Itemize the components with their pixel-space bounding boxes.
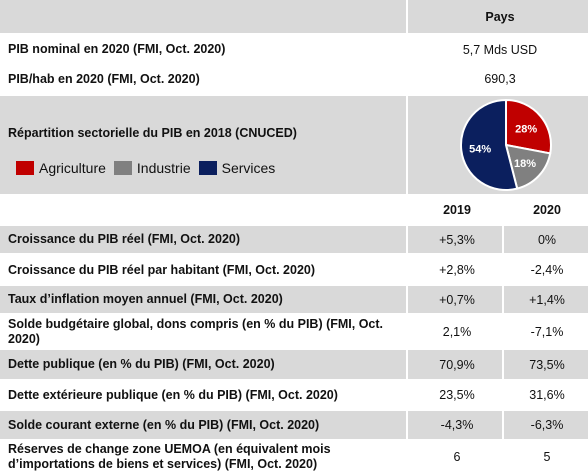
row-label: Croissance du PIB réel (FMI, Oct. 2020) <box>8 232 241 246</box>
pib-hab-value: 690,3 <box>484 72 516 86</box>
sectoral-row: Répartition sectorielle du PIB en 2018 (… <box>0 96 588 194</box>
legend-item-services: Services <box>198 160 276 176</box>
row-value-2019: +5,3% <box>439 232 475 247</box>
row-value-2020: -6,3% <box>530 418 564 432</box>
table-row: Solde courant externe (en % du PIB) (FMI… <box>0 411 588 439</box>
table-row: Croissance du PIB réel (FMI, Oct. 2020) … <box>0 226 588 253</box>
legend-swatch-services <box>198 161 217 175</box>
pie-label-services: 54% <box>469 143 491 155</box>
row-value-2019: -4,3% <box>440 418 474 432</box>
row-label: Solde courant externe (en % du PIB) (FMI… <box>8 417 320 432</box>
row-value-2019: 70,9% <box>439 357 475 372</box>
row-value-2019: +0,7% <box>439 292 475 307</box>
legend-label-industrie: Industrie <box>136 160 191 176</box>
table-row: Taux d’inflation moyen annuel (FMI, Oct.… <box>0 286 588 313</box>
year-2019-header: 2019 <box>443 203 471 217</box>
row-label: Solde budgétaire global, dons compris (e… <box>8 316 384 346</box>
row-label: Taux d’inflation moyen annuel (FMI, Oct.… <box>8 292 283 306</box>
row-value-2020: -2,4% <box>530 263 564 277</box>
row-value-2019: 2,1% <box>442 324 472 339</box>
pib-nominal-value: 5,7 Mds USD <box>462 42 538 57</box>
header-row: Pays <box>0 0 588 33</box>
pie-label-agriculture: 28% <box>515 123 537 135</box>
sectoral-title: Répartition sectorielle du PIB en 2018 (… <box>8 126 297 140</box>
pie-slice-industrie <box>504 143 552 190</box>
legend-label-agriculture: Agriculture <box>39 160 106 176</box>
row-label: Croissance du PIB réel par habitant (FMI… <box>8 262 316 277</box>
years-row: 2019 2020 <box>0 196 588 224</box>
table-row: Solde budgétaire global, dons compris (e… <box>0 313 588 350</box>
year-2020-header: 2020 <box>533 203 561 217</box>
row-value-2020: -7,1% <box>530 324 564 339</box>
legend-label-services: Services <box>221 160 276 176</box>
table-row: Croissance du PIB réel par habitant (FMI… <box>0 255 588 285</box>
row-value-2019: +2,8% <box>439 263 475 277</box>
row-value-2019: 6 <box>453 450 461 464</box>
sector-pie-chart: 28% 18% 54% <box>460 98 552 191</box>
row-value-2020: 0% <box>537 232 557 247</box>
pie-label-industrie: 18% <box>514 158 536 170</box>
table-row: Réserves de change zone UEMOA (en équiva… <box>0 439 588 475</box>
row-label: Dette extérieure publique (en % du PIB) … <box>8 387 338 402</box>
sectoral-legend: Agriculture Industrie Services <box>16 160 283 176</box>
row-value-2020: +1,4% <box>529 292 565 307</box>
row-value-2020: 31,6% <box>529 388 565 402</box>
pie-slice-agriculture <box>505 98 552 155</box>
country-column-header: Pays <box>485 9 515 24</box>
table-row: Dette publique (en % du PIB) (FMI, Oct. … <box>0 350 588 379</box>
row-label: Réserves de change zone UEMOA (en équiva… <box>8 442 331 471</box>
pib-nominal-row: PIB nominal en 2020 (FMI, Oct. 2020) 5,7… <box>0 35 588 64</box>
pie-slice-services <box>460 98 519 191</box>
pib-hab-row: PIB/hab en 2020 (FMI, Oct. 2020) 690,3 <box>0 64 588 94</box>
row-value-2020: 73,5% <box>529 357 565 372</box>
legend-swatch-agriculture <box>16 161 34 175</box>
legend-swatch-industrie <box>113 161 132 175</box>
legend-item-industrie: Industrie <box>113 160 191 176</box>
pib-nominal-label: PIB nominal en 2020 (FMI, Oct. 2020) <box>8 42 226 56</box>
row-value-2019: 23,5% <box>439 388 475 402</box>
legend-item-agriculture: Agriculture <box>16 160 106 176</box>
row-label: Dette publique (en % du PIB) (FMI, Oct. … <box>8 357 275 371</box>
table-row: Dette extérieure publique (en % du PIB) … <box>0 380 588 410</box>
pib-hab-label: PIB/hab en 2020 (FMI, Oct. 2020) <box>8 71 200 86</box>
row-value-2020: 5 <box>543 450 551 464</box>
